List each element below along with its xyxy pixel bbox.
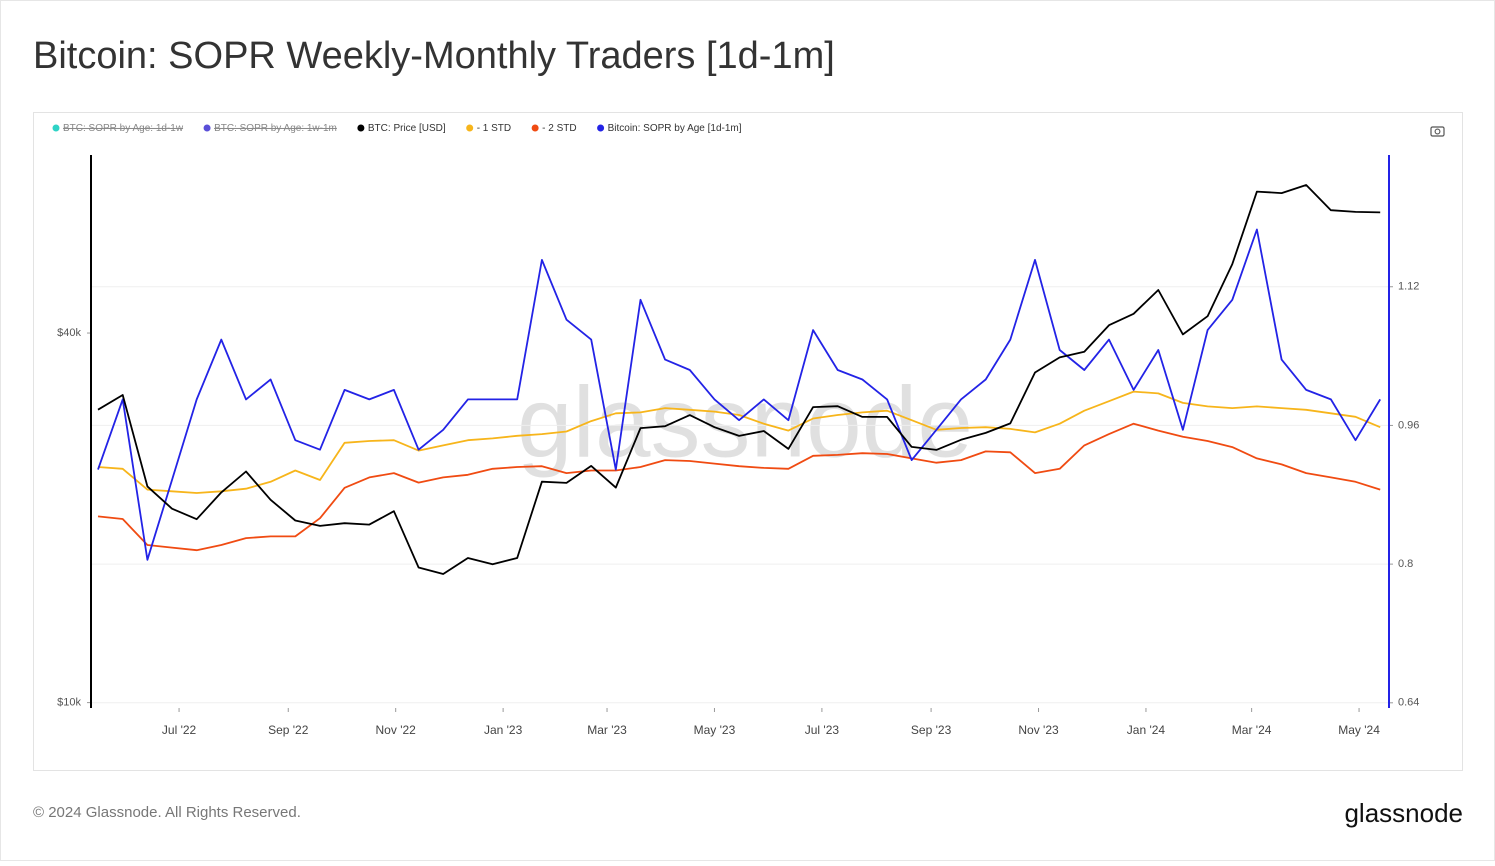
x-tick-label: Jan '23	[484, 723, 523, 737]
series-line	[97, 184, 1381, 575]
x-tick-label: May '24	[1338, 723, 1380, 737]
camera-body[interactable]	[1430, 126, 1445, 137]
legend-label: BTC: SOPR by Age: 1w-1m	[214, 123, 337, 134]
watermark: glassnode	[517, 366, 973, 478]
legend-marker	[203, 124, 211, 132]
x-tick-label: May '23	[694, 723, 736, 737]
x-tick-label: Mar '24	[1232, 723, 1272, 737]
legend-marker	[597, 124, 605, 132]
legend-label: BTC: Price [USD]	[368, 123, 446, 134]
x-tick-label: Sep '23	[911, 723, 952, 737]
x-tick-label: Jul '22	[162, 723, 197, 737]
x-tick-label: Sep '22	[268, 723, 309, 737]
y2-tick-label: 0.96	[1398, 419, 1419, 431]
legend-marker	[466, 124, 474, 132]
camera-lens[interactable]	[1434, 128, 1441, 135]
x-tick-label: Jan '24	[1127, 723, 1166, 737]
series-line	[97, 228, 1381, 561]
y2-tick-label: 0.8	[1398, 558, 1413, 570]
x-tick-label: Jul '23	[805, 723, 840, 737]
legend-label: - 2 STD	[542, 123, 576, 134]
chart-frame	[33, 112, 1463, 771]
legend-label: BTC: SOPR by Age: 1d-1w	[63, 123, 184, 134]
x-tick-label: Nov '23	[1018, 723, 1059, 737]
y-tick-label: $40k	[57, 327, 81, 339]
camera-icon[interactable]	[1430, 126, 1445, 137]
legend-label: - 1 STD	[477, 123, 511, 134]
y-tick-label: $10k	[57, 697, 81, 709]
chart-title: Bitcoin: SOPR Weekly-Monthly Traders [1d…	[33, 35, 835, 77]
x-tick-label: Mar '23	[587, 723, 627, 737]
legend-label: Bitcoin: SOPR by Age [1d-1m]	[608, 123, 742, 134]
brand-logo: glassnode	[1344, 798, 1463, 828]
y2-tick-label: 0.64	[1398, 697, 1419, 709]
legend-marker	[531, 124, 539, 132]
series-line	[97, 390, 1381, 494]
footer: © 2024 Glassnode. All Rights Reserved.	[33, 804, 301, 821]
x-tick-label: Nov '22	[376, 723, 417, 737]
legend-marker	[52, 124, 60, 132]
y2-tick-label: 1.12	[1398, 281, 1419, 293]
legend-marker	[357, 124, 365, 132]
